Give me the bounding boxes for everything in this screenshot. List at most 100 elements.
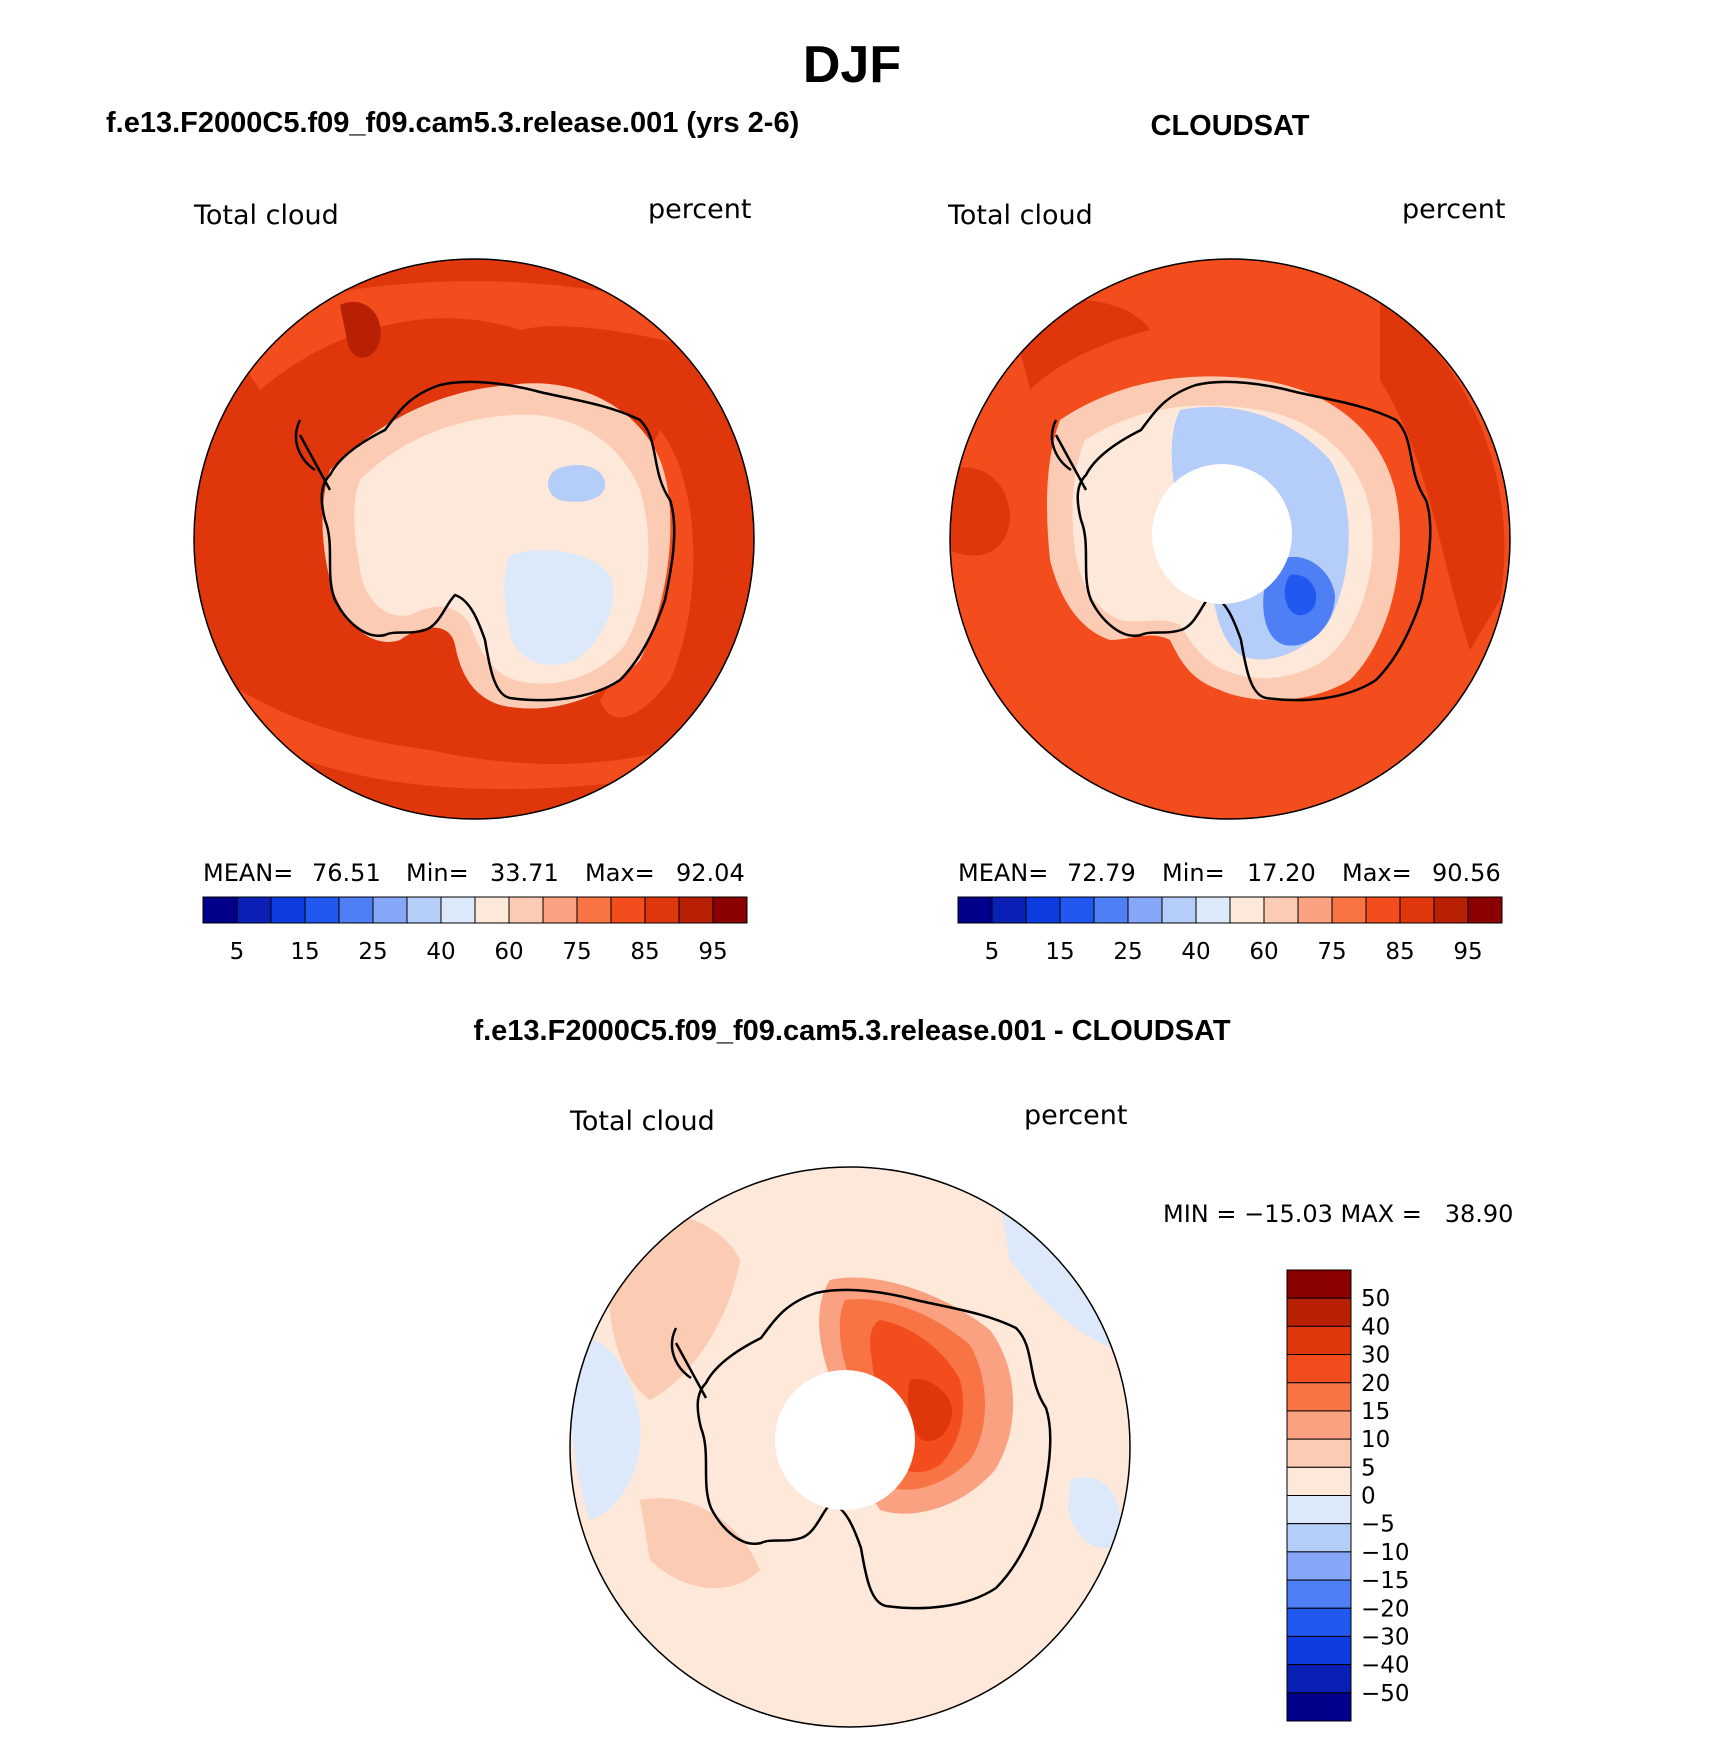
colorbar-tick-label: 40 (426, 939, 455, 965)
colorbar-box (1286, 1410, 1352, 1440)
panel-model-stats: MEAN= 76.51 Min= 33.71 Max= 92.04 (203, 859, 745, 887)
colorbar-tick-label: 30 (1361, 1343, 1390, 1369)
colorbar-box (1286, 1382, 1352, 1412)
min-label: Min= (1162, 859, 1225, 887)
panel-model-map (193, 258, 755, 820)
colorbar-tick-label: 75 (562, 939, 591, 965)
colorbar-box (1195, 896, 1231, 924)
colorbar-box (304, 896, 340, 924)
panel-diff-map (569, 1166, 1131, 1728)
colorbar-box (1286, 1325, 1352, 1356)
colorbar-box (1286, 1297, 1352, 1327)
colorbar-box (1286, 1269, 1352, 1299)
panel-obs-units-label: percent (1402, 194, 1505, 225)
panel-obs-map (949, 258, 1511, 820)
colorbar-box (1093, 896, 1129, 924)
colorbar-box (1286, 1664, 1352, 1694)
diff-coastline (670, 1288, 1052, 1610)
colorbar-box (1059, 896, 1095, 924)
colorbar-tick-label: 40 (1361, 1314, 1390, 1340)
diff-polar-data-gap (775, 1370, 915, 1510)
colorbar-box (1365, 896, 1401, 924)
colorbar-tick-label: 25 (1113, 939, 1142, 965)
colorbar-box (1286, 1692, 1352, 1722)
model-field-75-85-south (220, 690, 700, 790)
colorbar-tick-label: 60 (494, 939, 523, 965)
colorbar-box (1263, 896, 1299, 924)
colorbar-tick-label: −40 (1361, 1653, 1410, 1679)
panel-model-title: f.e13.F2000C5.f09_f09.cam5.3.release.001… (106, 107, 799, 139)
colorbar-tick-label: −30 (1361, 1624, 1410, 1650)
mean-value: 76.51 (312, 859, 381, 887)
diff-field-negative-northeast (1000, 1200, 1120, 1350)
colorbar-tick-label: −50 (1361, 1681, 1410, 1707)
panel-obs-title: CLOUDSAT (1151, 110, 1310, 142)
colorbar-box (1286, 1438, 1352, 1468)
colorbar-box (1331, 896, 1367, 924)
colorbar-box (644, 896, 680, 924)
colorbar-box (406, 896, 442, 924)
panel-diff: f.e13.F2000C5.f09_f09.cam5.3.release.001… (473, 1015, 1513, 1728)
colorbar-box (338, 896, 374, 924)
colorbar-tick-label: 0 (1361, 1484, 1376, 1510)
model-field-low-interior (504, 550, 614, 665)
diff-field-5-10-south (640, 1498, 760, 1589)
max-value: 92.04 (676, 859, 745, 887)
colorbar-box (474, 896, 510, 924)
obs-field-85-95-east (1380, 300, 1505, 650)
model-field-low-patch (548, 465, 605, 502)
colorbar-box (372, 896, 408, 924)
colorbar-box (236, 896, 272, 924)
colorbar-tick-label: 95 (698, 939, 727, 965)
colorbar-tick-label: 5 (985, 939, 1000, 965)
obs-map-boundary (949, 258, 1511, 820)
colorbar-tick-label: −10 (1361, 1540, 1410, 1566)
panel-diff-variable-label: Total cloud (569, 1106, 715, 1137)
colorbar-box (678, 896, 714, 924)
colorbar-tick-label: −20 (1361, 1596, 1410, 1622)
colorbar-box (1286, 1607, 1352, 1637)
obs-polar-data-gap (1152, 464, 1292, 604)
colorbar-tick-label: 50 (1361, 1286, 1390, 1312)
colorbar-box (991, 896, 1027, 924)
panel-obs-stats: MEAN= 72.79 Min= 17.20 Max= 90.56 (958, 859, 1501, 887)
colorbar-box (1399, 896, 1435, 924)
panel-model-colorbar: 5 15 25 40 60 75 85 95 (202, 896, 748, 965)
colorbar-tick-label: 5 (230, 939, 245, 965)
panel-obs-colorbar: 5 15 25 40 60 75 85 95 (957, 896, 1503, 965)
panel-model-units-label: percent (648, 194, 751, 225)
colorbar-tick-label: 25 (358, 939, 387, 965)
panel-diff-title: f.e13.F2000C5.f09_f09.cam5.3.release.001… (473, 1015, 1230, 1047)
obs-field-minimum (1284, 574, 1317, 616)
colorbar-box (1025, 896, 1061, 924)
mean-value: 72.79 (1067, 859, 1136, 887)
colorbar-box (576, 896, 612, 924)
max-value: 90.56 (1432, 859, 1501, 887)
colorbar-box (1286, 1354, 1352, 1384)
colorbar-tick-label: 75 (1317, 939, 1346, 965)
colorbar-box (1286, 1579, 1352, 1609)
diff-field-negative-west (570, 1338, 641, 1520)
min-label: Min= (406, 859, 469, 887)
diff-map-boundary (569, 1166, 1131, 1728)
colorbar-box (1286, 1551, 1352, 1581)
colorbar-box (1433, 896, 1469, 924)
colorbar-box (1229, 896, 1265, 924)
max-label: Max= (1342, 859, 1412, 887)
colorbar-box (1161, 896, 1197, 924)
colorbar-box (1286, 1635, 1352, 1666)
colorbar-tick-label: 60 (1249, 939, 1278, 965)
colorbar-box (202, 896, 238, 924)
colorbar-tick-label: 85 (630, 939, 659, 965)
colorbar-tick-label: 5 (1361, 1455, 1376, 1481)
colorbar-box (957, 896, 993, 924)
colorbar-box (1286, 1466, 1352, 1496)
colorbar-tick-label: 10 (1361, 1427, 1390, 1453)
diff-field-negative-east (1068, 1477, 1121, 1549)
colorbar-box (1467, 896, 1503, 924)
max-label: Max= (585, 859, 655, 887)
figure-title: DJF (803, 36, 901, 94)
colorbar-tick-label: 20 (1361, 1371, 1390, 1397)
panel-model: f.e13.F2000C5.f09_f09.cam5.3.release.001… (106, 107, 799, 965)
